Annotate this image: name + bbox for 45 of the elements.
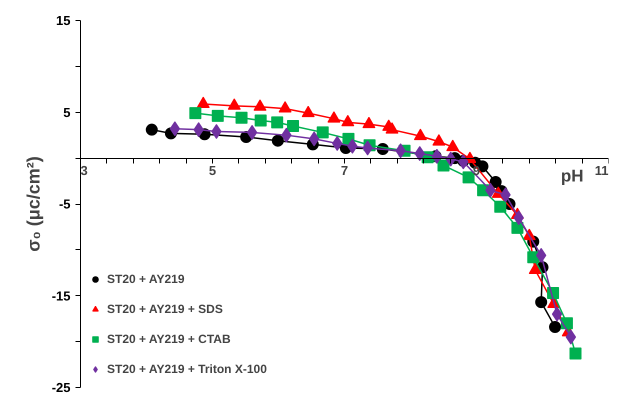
x-axis-title: pH <box>560 166 584 186</box>
point <box>193 122 204 138</box>
point <box>316 126 329 138</box>
point <box>254 114 267 127</box>
legend-label: ST20 + AY219 + Triton X-100 <box>107 362 267 376</box>
point <box>246 124 258 140</box>
legend-label: ST20 + AY219 <box>107 272 185 286</box>
point <box>549 320 562 333</box>
x-tick-label: 11 <box>594 163 609 178</box>
point <box>287 120 300 132</box>
point <box>308 131 320 146</box>
point <box>272 134 284 147</box>
point <box>271 116 284 128</box>
point <box>570 348 582 360</box>
y-tick-label: -5 <box>58 196 71 212</box>
point <box>211 124 222 140</box>
point <box>552 306 562 322</box>
point <box>462 171 475 184</box>
point <box>500 187 511 202</box>
point <box>362 140 373 156</box>
point <box>395 143 406 158</box>
x-tick-label: 7 <box>340 163 348 178</box>
point <box>146 124 158 136</box>
point <box>535 296 548 308</box>
point <box>511 222 524 234</box>
point <box>347 138 358 154</box>
legend-label: ST20 + AY219 + SDS <box>107 302 223 316</box>
point <box>170 121 180 136</box>
y-tick-label: 15 <box>56 13 71 28</box>
point <box>278 101 292 113</box>
y-tick-label: 5 <box>63 104 71 120</box>
point <box>566 330 576 345</box>
point <box>189 107 202 120</box>
point <box>490 176 502 188</box>
point <box>236 112 248 124</box>
legend-label: ST20 + AY219 + CTAB <box>107 332 231 346</box>
point <box>438 159 450 172</box>
point <box>281 128 292 143</box>
point <box>485 182 496 198</box>
point <box>212 110 224 122</box>
point <box>494 200 506 213</box>
y-axis-title: σ₀ (μc/cm²) <box>24 156 44 252</box>
y-tick-label: -15 <box>52 288 71 304</box>
y-tick-label: -25 <box>52 380 71 395</box>
x-tick-label: 5 <box>208 163 216 178</box>
